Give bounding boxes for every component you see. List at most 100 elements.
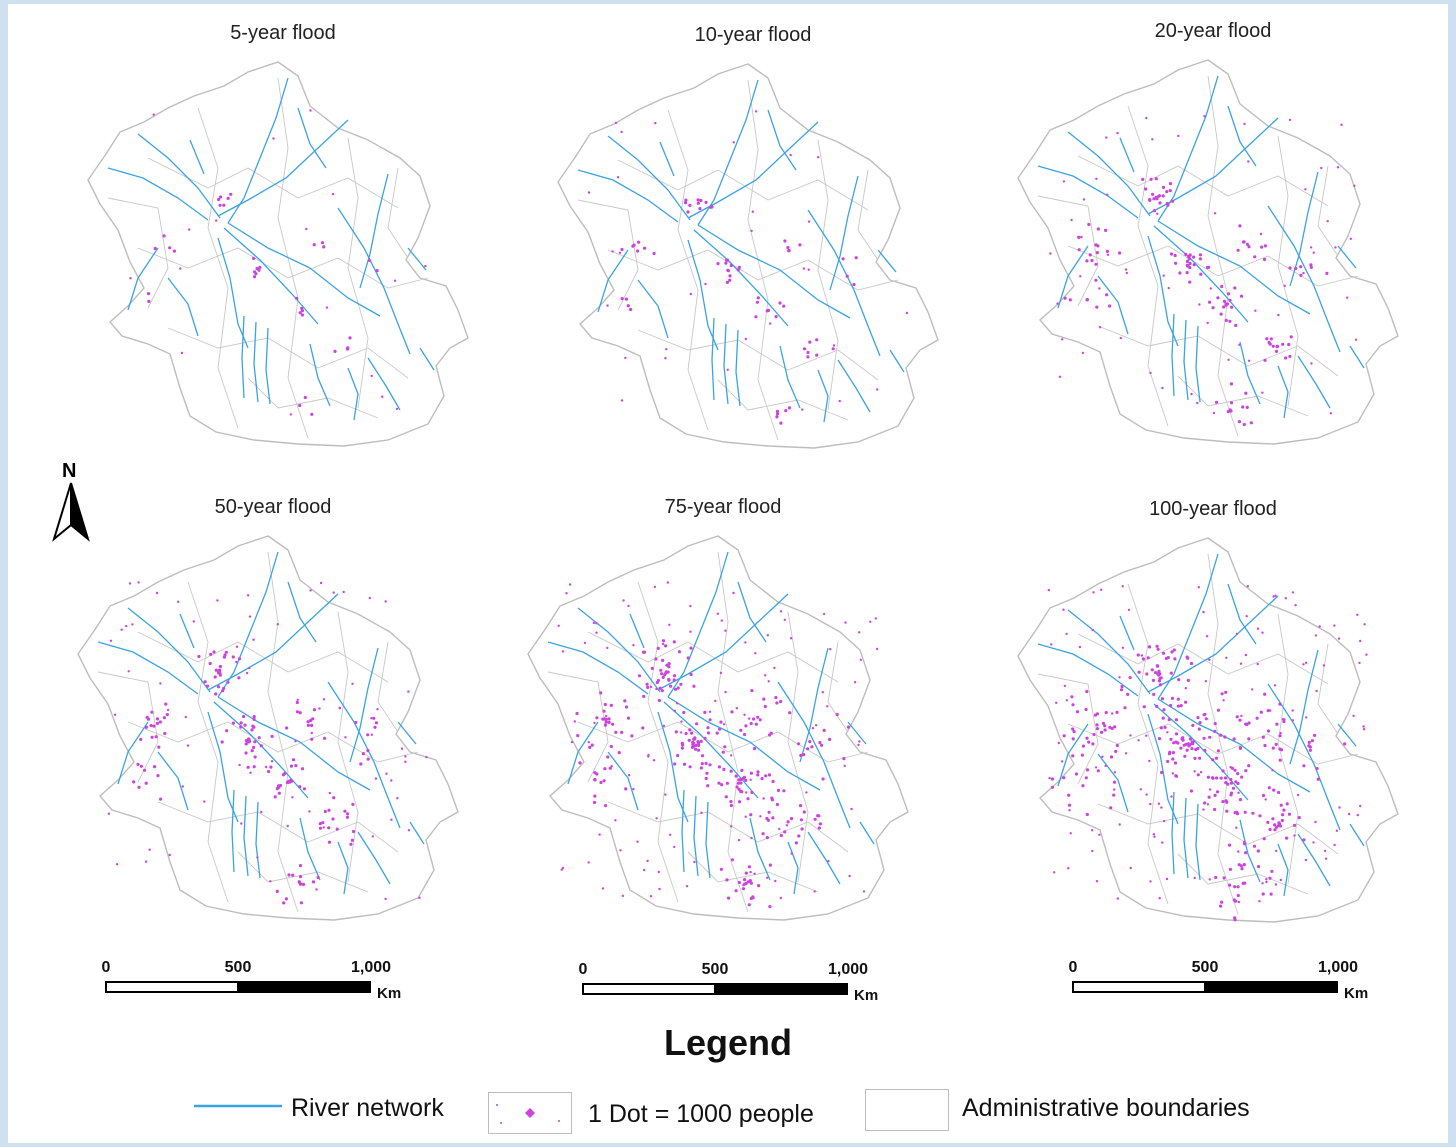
population-dot <box>1316 777 1320 781</box>
population-dot <box>1095 305 1099 309</box>
population-dot <box>1189 661 1194 666</box>
population-dot <box>351 802 355 806</box>
population-dot <box>311 880 316 884</box>
population-dot <box>1188 280 1192 284</box>
population-dot <box>736 268 740 272</box>
population-dot <box>1161 185 1166 189</box>
population-dot <box>253 270 257 274</box>
population-dot <box>285 780 290 784</box>
population-dot <box>1173 657 1177 661</box>
population-dot <box>699 198 703 203</box>
population-dot <box>1296 793 1300 797</box>
population-dot <box>706 784 710 788</box>
population-dot <box>424 264 427 268</box>
population-dot <box>592 800 597 805</box>
river-line <box>97 641 199 695</box>
population-dot <box>294 740 297 743</box>
population-dot <box>248 615 252 618</box>
population-dot <box>749 778 752 781</box>
population-dot <box>1232 737 1236 741</box>
population-dot <box>708 710 712 713</box>
population-dot <box>831 347 835 351</box>
river-line <box>137 133 221 219</box>
population-dot <box>1156 212 1159 215</box>
population-dot <box>1263 692 1267 696</box>
population-dot <box>708 763 712 767</box>
river-line <box>207 593 339 691</box>
river-line <box>217 119 349 217</box>
river-line <box>337 841 349 895</box>
population-dot <box>1215 790 1220 794</box>
population-dot <box>750 836 753 840</box>
scale-tick: 500 <box>701 961 729 978</box>
population-dot <box>1241 405 1245 409</box>
population-dot <box>1263 244 1267 248</box>
population-dot <box>1157 737 1162 741</box>
population-dot <box>1213 212 1217 215</box>
population-dot <box>1112 793 1116 797</box>
population-dot <box>1219 776 1223 780</box>
river-line <box>357 831 391 885</box>
population-dot <box>667 677 671 682</box>
population-dot <box>710 205 714 209</box>
population-dot <box>1287 342 1291 347</box>
population-dot <box>1095 251 1099 255</box>
population-dot <box>624 297 628 301</box>
population-dot <box>664 670 668 674</box>
population-dot <box>1110 726 1114 731</box>
population-dot <box>1174 718 1178 722</box>
population-dot <box>749 870 752 874</box>
population-dot <box>229 192 233 196</box>
population-dot <box>226 196 230 200</box>
population-dot <box>744 337 747 341</box>
population-dot <box>1214 756 1219 760</box>
population-dot <box>359 762 363 766</box>
population-dot <box>224 650 228 654</box>
population-dot <box>1191 723 1195 727</box>
population-dot <box>603 723 607 727</box>
population-dot <box>1226 410 1230 414</box>
population-dot <box>676 686 680 690</box>
population-dot <box>252 275 257 279</box>
population-dot <box>1273 684 1277 687</box>
population-dot <box>766 876 769 879</box>
population-dot <box>775 409 780 413</box>
river-line <box>1267 683 1341 831</box>
population-dot <box>333 349 337 353</box>
population-dot <box>599 780 603 785</box>
population-dot <box>1322 664 1326 667</box>
population-dot <box>752 747 757 751</box>
population-dot <box>312 243 316 247</box>
population-dot <box>252 638 255 641</box>
population-dot <box>1084 707 1088 712</box>
population-dot <box>315 888 318 891</box>
region-outline <box>1017 59 1399 445</box>
admin-boundary <box>127 721 419 763</box>
population-dot <box>636 840 639 843</box>
population-dot <box>742 884 745 887</box>
population-dot <box>327 840 331 844</box>
population-dot <box>1262 257 1267 261</box>
population-dot <box>246 740 250 744</box>
population-dot <box>246 765 250 769</box>
population-dot <box>157 745 161 749</box>
population-dot <box>850 807 853 811</box>
population-dot <box>680 741 684 745</box>
river-line <box>1037 643 1139 697</box>
population-dot <box>1340 123 1343 127</box>
panel-title: 50-year flood <box>214 496 332 518</box>
legend-title: Legend <box>663 1022 792 1063</box>
population-dot <box>197 654 201 659</box>
population-dot <box>779 896 782 900</box>
population-dot <box>320 241 325 245</box>
population-dot <box>1243 881 1247 885</box>
population-dot <box>418 896 421 899</box>
population-dot <box>1158 676 1162 681</box>
population-dot <box>1103 728 1107 732</box>
population-dot <box>688 728 692 732</box>
population-dot <box>1118 676 1121 679</box>
scale-tick: 0 <box>1068 959 1078 976</box>
population-dot <box>620 399 624 402</box>
population-dot <box>1100 730 1104 734</box>
population-dot <box>1152 833 1155 836</box>
